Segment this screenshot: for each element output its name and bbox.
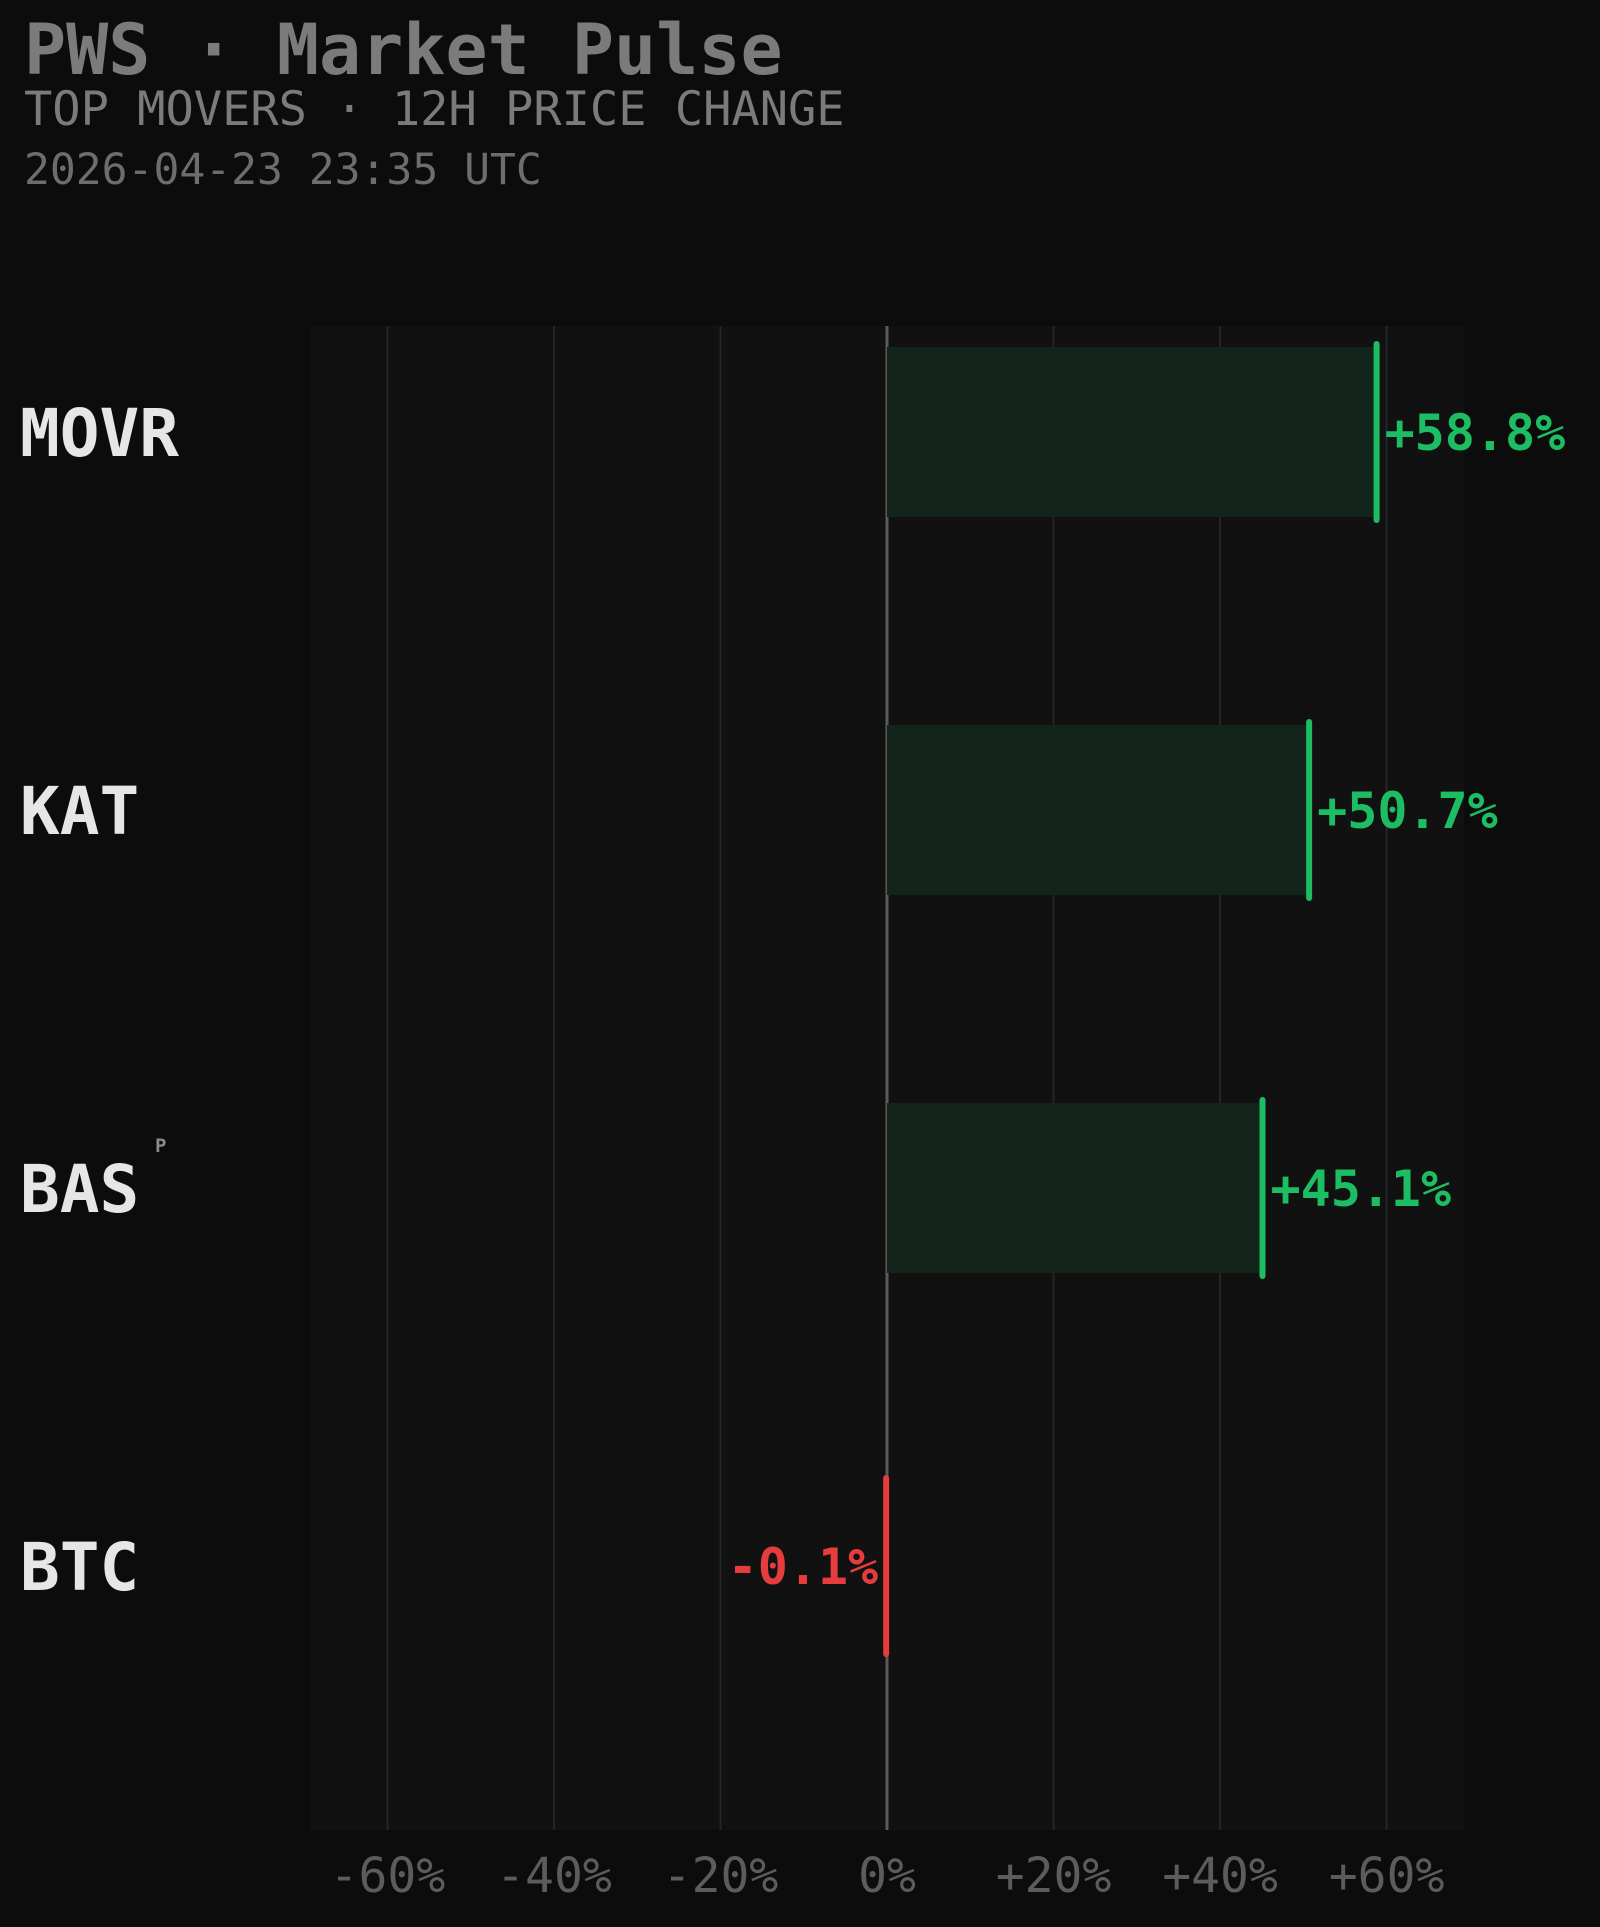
category-label: BAS <box>20 1151 139 1228</box>
x-tick-label: +60% <box>1329 1848 1445 1904</box>
chart-header: PWS · Market Pulse TOP MOVERS · 12H PRIC… <box>24 10 845 196</box>
bar-value-label: +50.7% <box>1317 782 1498 840</box>
chart-subtitle: TOP MOVERS · 12H PRICE CHANGE <box>24 82 845 137</box>
category-superscript: P <box>155 1135 166 1157</box>
x-tick-label: -40% <box>496 1848 612 1904</box>
category-label: MOVR <box>20 395 179 472</box>
bar-value-label: +45.1% <box>1271 1160 1452 1218</box>
x-tick-label: +20% <box>996 1848 1112 1904</box>
chart-timestamp: 2026-04-23 23:35 UTC <box>24 145 542 195</box>
bar-value-label: -0.1% <box>728 1538 879 1596</box>
x-tick-label: -60% <box>330 1848 446 1904</box>
category-label: KAT <box>20 773 139 850</box>
bar-value-label: +58.8% <box>1385 404 1566 462</box>
chart-title: PWS · Market Pulse <box>24 9 783 91</box>
x-tick-label: -20% <box>663 1848 779 1904</box>
category-label: BTC <box>20 1529 139 1606</box>
bar <box>887 347 1377 517</box>
bar <box>887 725 1310 895</box>
bar <box>887 1103 1263 1273</box>
x-tick-label: 0% <box>858 1848 916 1904</box>
x-tick-label: +40% <box>1162 1848 1278 1904</box>
